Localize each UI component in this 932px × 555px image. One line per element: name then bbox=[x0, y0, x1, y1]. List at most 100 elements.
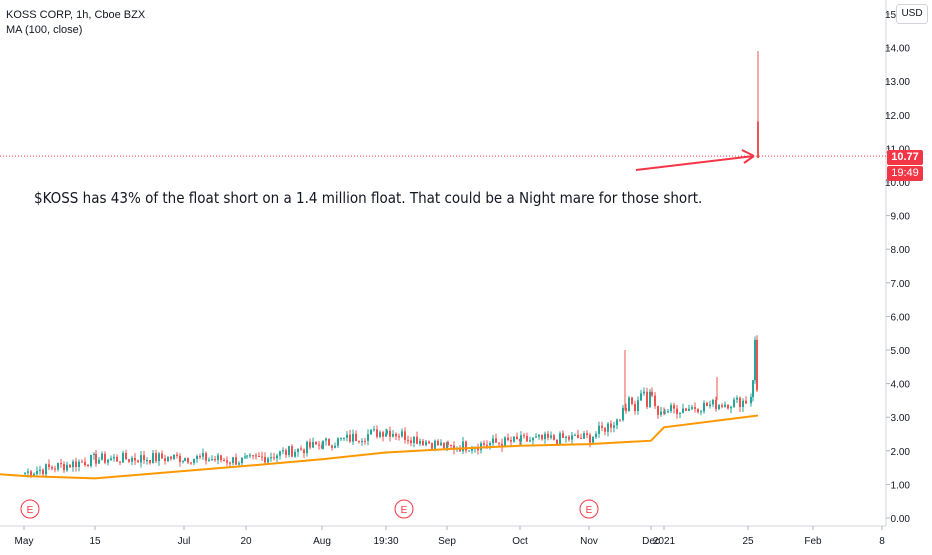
price-candle-body bbox=[610, 423, 612, 428]
x-tick-label: Aug bbox=[313, 536, 331, 547]
price-candle-body bbox=[119, 461, 121, 463]
price-candle-body bbox=[202, 453, 204, 457]
price-candle-body bbox=[312, 441, 314, 448]
price-candle-body bbox=[36, 471, 38, 474]
x-tick-label: 25 bbox=[742, 536, 754, 547]
price-candle-body bbox=[193, 459, 195, 464]
price-candle-body bbox=[559, 433, 561, 444]
price-candle-body bbox=[107, 459, 109, 463]
price-candle-body bbox=[700, 411, 702, 413]
price-candle-body bbox=[87, 465, 89, 467]
price-candle-body bbox=[468, 450, 470, 452]
currency-button[interactable]: USD bbox=[896, 4, 928, 24]
price-candle-body bbox=[446, 442, 448, 449]
price-candle-body bbox=[495, 438, 497, 443]
price-candle-body bbox=[541, 434, 543, 440]
price-candle-body bbox=[649, 391, 651, 407]
price-candle-body bbox=[676, 408, 678, 414]
price-candle-body bbox=[685, 408, 687, 411]
price-candle-body bbox=[507, 437, 509, 441]
price-candle-body bbox=[128, 459, 130, 462]
price-candle-body bbox=[137, 460, 139, 463]
price-candle-body bbox=[709, 404, 711, 406]
price-candle-body bbox=[667, 411, 669, 413]
price-candle-body bbox=[568, 436, 570, 440]
price-candle-body bbox=[331, 445, 333, 448]
price-candle-body bbox=[158, 453, 160, 462]
y-tick-label: 9.00 bbox=[891, 212, 911, 223]
price-candle-body bbox=[90, 454, 92, 467]
price-candle-body bbox=[322, 440, 324, 449]
price-candle-body bbox=[398, 436, 400, 438]
price-candle-body bbox=[547, 433, 549, 438]
price-candle-body bbox=[631, 397, 633, 404]
price-candle-body bbox=[122, 452, 124, 463]
price-candle-body bbox=[434, 440, 436, 449]
price-candle-body bbox=[385, 433, 387, 437]
price-candle-body bbox=[176, 454, 178, 456]
price-candle-body bbox=[694, 407, 696, 409]
x-tick-label: 20 bbox=[240, 536, 252, 547]
price-candle-body bbox=[625, 407, 627, 411]
price-candle-body bbox=[562, 433, 564, 439]
x-tick-label: Nov bbox=[580, 536, 598, 547]
y-tick-label: 3.00 bbox=[891, 413, 911, 424]
chart-legend: KOSS CORP, 1h, Cboe BZX MA (100, close) bbox=[6, 8, 145, 38]
price-candle-body bbox=[754, 339, 756, 381]
price-candle-body bbox=[217, 455, 219, 460]
earnings-marker bbox=[579, 499, 599, 519]
price-candle-body bbox=[264, 456, 266, 463]
price-candle-body bbox=[146, 460, 148, 462]
price-candle-body bbox=[721, 405, 723, 407]
price-candle-body bbox=[328, 438, 330, 446]
price-candle-body bbox=[72, 461, 74, 468]
price-candle-body bbox=[306, 441, 308, 454]
earnings-marker-label: E bbox=[401, 505, 408, 516]
price-candle-body bbox=[613, 425, 615, 428]
price-candle-body bbox=[285, 450, 287, 456]
price-candle-body bbox=[182, 460, 184, 462]
price-candle-body bbox=[657, 406, 659, 415]
annotation-arrowhead bbox=[741, 149, 755, 164]
price-candle-body bbox=[510, 440, 512, 442]
price-candle-body bbox=[249, 455, 251, 457]
price-candle-body bbox=[325, 438, 327, 441]
x-tick-label: 2021 bbox=[653, 536, 676, 547]
price-candle-body bbox=[654, 395, 656, 407]
earnings-marker bbox=[394, 499, 414, 519]
price-candle-body bbox=[736, 397, 738, 400]
price-candle-body bbox=[601, 425, 603, 428]
x-tick-label: May bbox=[15, 536, 34, 547]
price-candle-body bbox=[229, 462, 231, 464]
price-candle-body bbox=[33, 473, 35, 477]
price-candle-body bbox=[60, 463, 62, 465]
price-candle-body bbox=[220, 455, 222, 461]
price-candle-body bbox=[724, 404, 726, 407]
price-candle-body bbox=[401, 431, 403, 437]
price-candle-body bbox=[697, 408, 699, 413]
price-candle-body bbox=[556, 439, 558, 444]
price-candle-body bbox=[419, 440, 421, 444]
x-tick-label: Dec bbox=[642, 536, 660, 547]
price-candle-body bbox=[364, 440, 366, 442]
price-candle-body bbox=[252, 455, 254, 457]
price-candle-body bbox=[276, 455, 278, 459]
price-candle-body bbox=[682, 408, 684, 413]
price-candle-body bbox=[660, 411, 662, 415]
price-candle-body bbox=[164, 458, 166, 462]
price-candle-body bbox=[223, 460, 225, 462]
price-candle-body bbox=[447, 442, 449, 445]
price-candle-body bbox=[577, 434, 579, 438]
price-candle-body bbox=[637, 400, 639, 412]
price-candle-body bbox=[346, 434, 348, 438]
price-candle-body bbox=[161, 453, 163, 459]
price-candle-body bbox=[422, 440, 424, 446]
annotation-arrow-shaft bbox=[635, 155, 755, 171]
price-candle-body bbox=[84, 462, 86, 466]
price-candle-body bbox=[739, 397, 741, 408]
price-candle-body bbox=[670, 405, 672, 412]
price-candle-body bbox=[532, 437, 534, 441]
price-candle-body bbox=[199, 456, 201, 458]
